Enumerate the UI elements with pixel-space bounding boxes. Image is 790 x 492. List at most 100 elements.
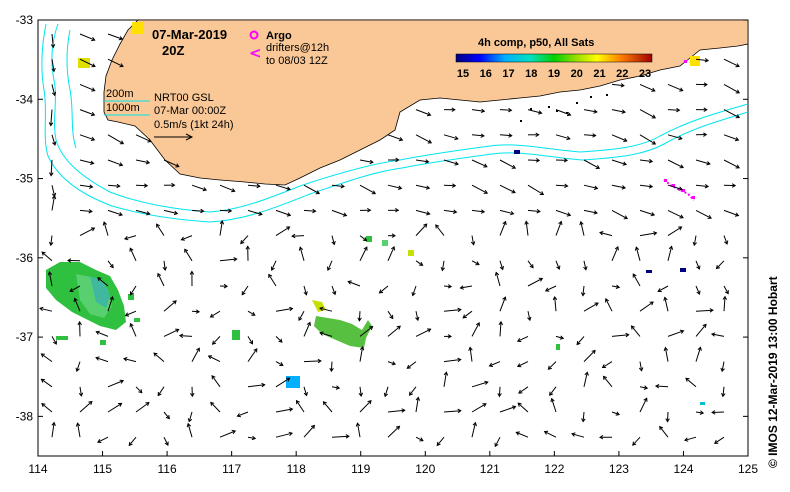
velocity-arrowhead (483, 163, 488, 168)
velocity-arrowhead (625, 332, 630, 338)
velocity-arrow (359, 235, 367, 241)
velocity-arrow (409, 386, 417, 396)
velocity-arrow (51, 336, 57, 345)
velocity-arrowhead (286, 212, 292, 217)
velocity-arrow (462, 310, 473, 319)
sst-patch-blue-3 (514, 150, 520, 154)
coastal-islands (520, 94, 608, 122)
velocity-arrow (41, 251, 53, 262)
velocity-arrowhead (654, 383, 660, 389)
velocity-arrow (41, 353, 53, 363)
velocity-arrowhead (171, 182, 176, 188)
velocity-arrow (79, 33, 95, 41)
velocity-arrowhead (395, 425, 401, 430)
velocity-arrowhead (558, 220, 563, 225)
velocity-arrow (51, 59, 55, 72)
velocity-arrow (331, 209, 347, 217)
velocity-arrowhead (369, 159, 374, 165)
argo-marker-icon (249, 30, 259, 40)
velocity-arrowhead (696, 290, 701, 295)
velocity-arrowhead (157, 391, 162, 397)
velocity-arrowhead (256, 183, 261, 189)
velocity-arrow (583, 209, 598, 214)
velocity-arrowhead (696, 265, 701, 270)
sst-patches (46, 22, 705, 405)
velocity-arrow (471, 209, 485, 213)
velocity-arrow (667, 411, 669, 422)
velocity-arrowhead (443, 371, 449, 376)
velocity-arrow (667, 109, 680, 111)
velocity-arrow (723, 159, 740, 169)
velocity-arrow (611, 109, 626, 113)
velocity-arrowhead (289, 407, 294, 412)
velocity-arrowhead (312, 208, 317, 214)
velocity-arrowhead (209, 313, 214, 318)
velocity-arrowhead (419, 261, 424, 266)
velocity-arrow (179, 335, 193, 337)
velocity-arrow (517, 402, 529, 413)
velocity-arrow (499, 134, 512, 137)
velocity-arrowhead (391, 246, 396, 251)
velocity-arrowhead (184, 248, 189, 253)
velocity-arrow (518, 386, 529, 394)
velocity-arrow (469, 347, 473, 362)
velocity-arrow (41, 378, 53, 388)
velocity-arrowhead (395, 157, 400, 163)
velocity-arrow (544, 431, 557, 438)
velocity-arrowhead (707, 214, 712, 219)
velocity-arrowhead (227, 208, 233, 214)
velocity-arrow (74, 298, 81, 312)
velocity-arrowhead (251, 311, 256, 316)
velocity-arrow (436, 436, 445, 446)
velocity-arrowhead (584, 371, 589, 376)
product-line2: 07-Mar 00:00Z (154, 105, 226, 117)
velocity-arrow (471, 260, 480, 265)
velocity-arrowhead (363, 246, 368, 251)
velocity-arrowhead (539, 191, 545, 195)
velocity-arrowhead (651, 114, 657, 119)
velocity-arrowhead (41, 402, 46, 408)
velocity-arrow (659, 426, 669, 438)
velocity-arrowhead (236, 413, 241, 418)
velocity-arrowhead (123, 357, 128, 362)
velocity-arrow (555, 109, 571, 116)
velocity-arrowhead (119, 140, 125, 145)
velocity-arrowhead (685, 377, 690, 382)
velocity-arrowhead (118, 36, 124, 41)
velocity-arrowhead (367, 400, 372, 405)
velocity-arrowhead (116, 183, 121, 189)
velocity-arrowhead (502, 296, 507, 301)
velocity-arrow (191, 347, 200, 362)
velocity-arrow (157, 273, 165, 287)
velocity-arrow (415, 397, 419, 413)
velocity-arrowhead (223, 283, 229, 289)
velocity-arrowhead (211, 340, 217, 345)
velocity-arrowhead (595, 165, 601, 169)
velocity-arrowhead (118, 402, 123, 407)
velocity-arrow (611, 159, 627, 165)
colorbar-tick-label: 17 (502, 68, 514, 80)
velocity-arrow (667, 246, 673, 261)
velocity-arrowhead (415, 316, 420, 322)
velocity-arrow (415, 328, 431, 337)
velocity-arrow (693, 235, 697, 246)
velocity-arrow (387, 184, 402, 189)
velocity-arrowhead (289, 306, 294, 312)
velocity-arrow (79, 184, 93, 188)
velocity-arrow (79, 401, 93, 413)
velocity-arrowhead (123, 235, 129, 241)
velocity-arrowhead (511, 405, 517, 410)
velocity-arrow (387, 246, 395, 262)
velocity-arrowhead (704, 184, 710, 189)
sst-patch-small-7 (382, 240, 388, 246)
velocity-arrow (97, 277, 109, 287)
velocity-arrow (292, 235, 305, 237)
velocity-arrow (359, 184, 376, 195)
velocity-arrowhead (440, 267, 445, 272)
velocity-arrow (611, 134, 627, 142)
velocity-arrowhead (156, 223, 161, 228)
velocity-arrowhead (488, 362, 494, 367)
velocity-arrowhead (510, 210, 515, 216)
velocity-arrow (443, 285, 452, 288)
velocity-arrow (247, 184, 260, 187)
